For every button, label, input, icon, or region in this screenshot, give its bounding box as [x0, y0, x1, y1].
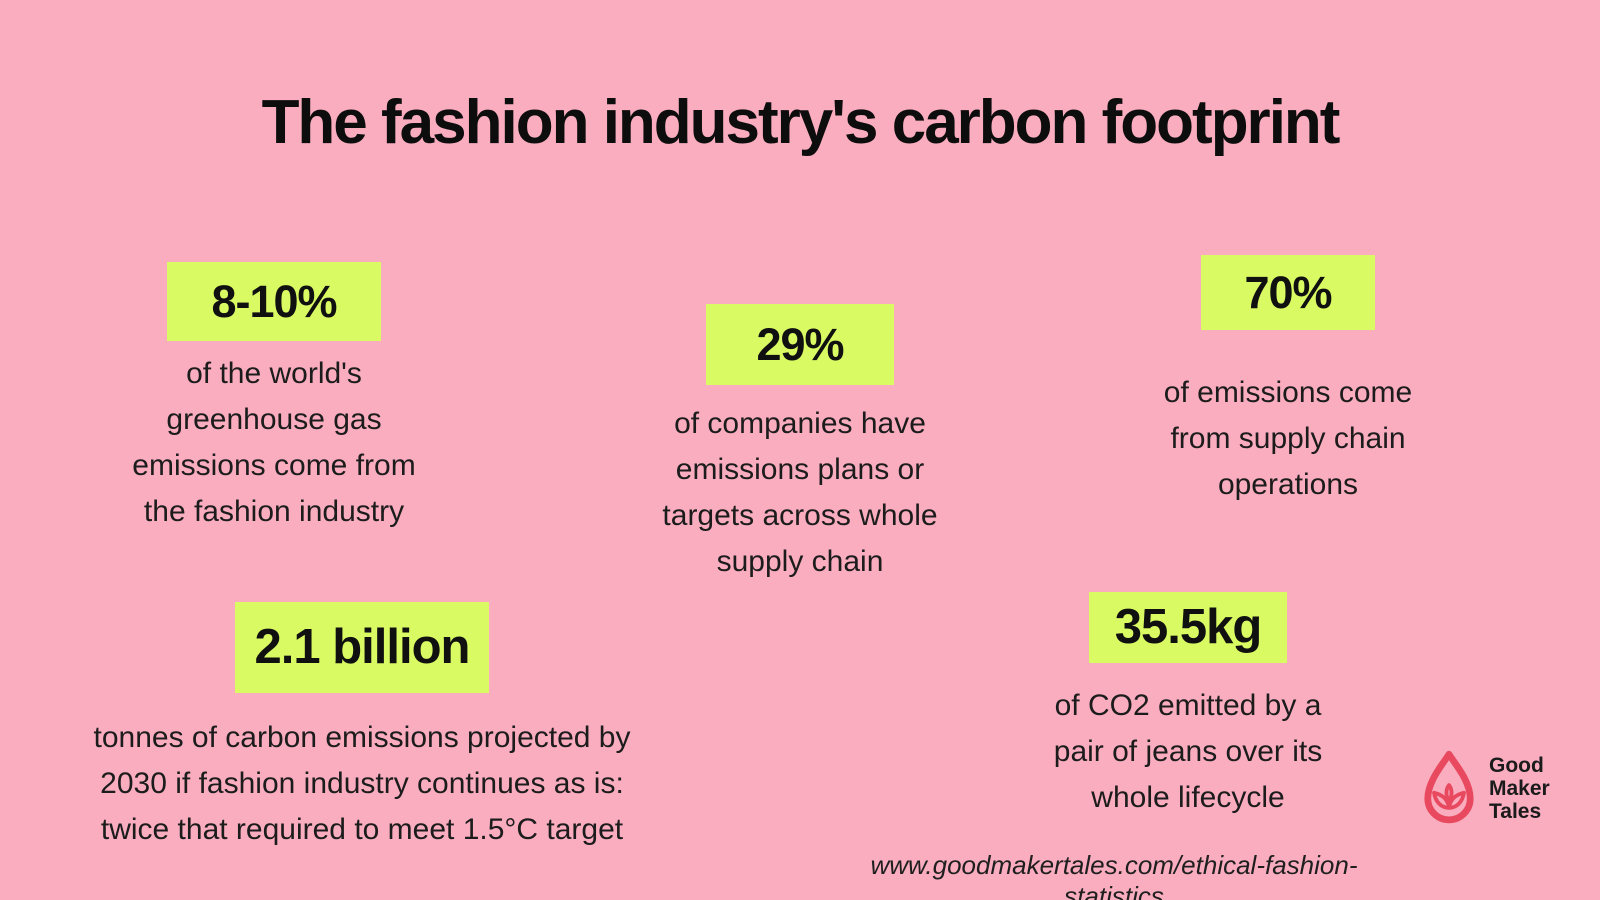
- logo-word: Tales: [1489, 799, 1542, 823]
- logo-wordmark: Good Maker Tales: [1489, 754, 1550, 823]
- caption-line: emissions come from: [132, 449, 416, 482]
- caption-line: the fashion industry: [143, 495, 405, 528]
- page-title: The fashion industry's carbon footprint: [261, 88, 1341, 157]
- stat-value-badge: 29%: [706, 304, 894, 385]
- stat-caption: of CO2 emitted by a pair of jeans over i…: [958, 683, 1418, 821]
- stat-value-badge: 2.1 billion: [234, 602, 490, 693]
- stat-block-world-ghg-emissions: 8-10% of the world's greenhouse gas emis…: [44, 262, 504, 535]
- caption-line: from supply chain: [1170, 422, 1406, 455]
- caption-line: operations: [1217, 468, 1359, 501]
- caption-line: greenhouse gas: [166, 403, 382, 436]
- stat-value-badge: 35.5kg: [1088, 592, 1288, 663]
- footer-url: www.goodmakertales.com/ethical-fashion-s…: [870, 850, 1358, 900]
- logo-word: Maker: [1489, 776, 1550, 800]
- brand-logo: Good Maker Tales: [1422, 748, 1550, 828]
- droplet-lotus-icon: [1424, 750, 1474, 824]
- stat-block-projected-2030-emissions: 2.1 billion tonnes of carbon emissions p…: [22, 602, 702, 853]
- caption-line: of emissions come: [1163, 376, 1413, 409]
- caption-line: 2030 if fashion industry continues as is…: [100, 767, 624, 800]
- caption-line: of the world's: [186, 357, 362, 390]
- stat-block-jeans-co2: 35.5kg of CO2 emitted by a pair of jeans…: [958, 592, 1418, 821]
- caption-line: pair of jeans over its: [1053, 735, 1323, 768]
- caption-line: emissions plans or: [675, 453, 925, 486]
- stat-caption: of companies have emissions plans or tar…: [570, 401, 1030, 585]
- stat-value-badge: 8-10%: [167, 262, 381, 341]
- stat-caption: tonnes of carbon emissions projected by …: [22, 715, 702, 853]
- stat-value-badge: 70%: [1201, 255, 1375, 330]
- caption-line: whole lifecycle: [1091, 781, 1285, 814]
- logo-word: Good: [1489, 753, 1544, 777]
- caption-line: twice that required to meet 1.5°C target: [100, 813, 624, 846]
- stat-caption: of the world's greenhouse gas emissions …: [44, 351, 504, 535]
- stat-block-supply-chain-emissions: 70% of emissions come from supply chain …: [1058, 255, 1518, 508]
- caption-line: supply chain: [716, 545, 884, 578]
- caption-line: targets across whole: [662, 499, 938, 532]
- caption-line: of CO2 emitted by a: [1054, 689, 1322, 722]
- caption-line: of companies have: [674, 407, 926, 440]
- stat-caption: of emissions come from supply chain oper…: [1058, 370, 1518, 508]
- stat-block-company-targets: 29% of companies have emissions plans or…: [570, 304, 1030, 585]
- caption-line: tonnes of carbon emissions projected by: [93, 721, 631, 754]
